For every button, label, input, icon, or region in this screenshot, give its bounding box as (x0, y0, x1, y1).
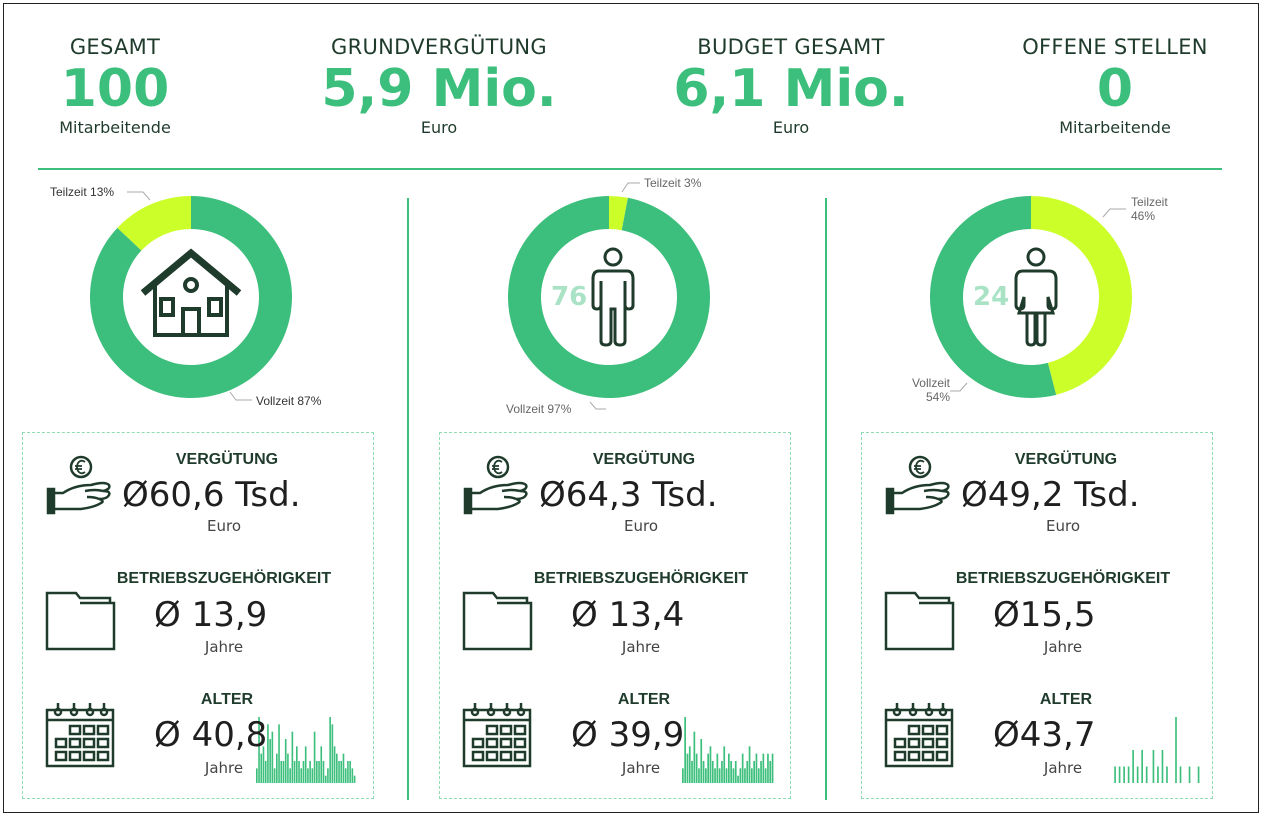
vollzeit-label: Vollzeit 87% (256, 394, 322, 408)
kpi-value: 0 (1096, 59, 1134, 119)
employee-count: 24 (973, 282, 1010, 312)
folder-icon (461, 590, 533, 656)
calendar-icon (883, 702, 955, 772)
divider (825, 198, 827, 800)
kpi-value: 5,9 Mio. (321, 59, 557, 119)
alter-unit: Jahre (1043, 759, 1083, 777)
kpi-title: GRUNDVERGÜTUNG (331, 35, 547, 59)
kpi-value: 6,1 Mio. (673, 59, 909, 119)
stats-box (439, 432, 791, 799)
kpi-gesamt: GESAMT 100 Mitarbeitende (0, 34, 265, 138)
kpi-unit: Euro (772, 118, 810, 137)
teilzeit-label-pct: 46% (1131, 209, 1156, 223)
kpi-title: OFFENE STELLEN (1022, 35, 1208, 59)
betriebszugehoerigkeit-unit: Jahre (1043, 638, 1083, 656)
betriebszugehoerigkeit-title: BETRIEBSZUGEHÖRIGKEIT (533, 570, 749, 587)
money-hand-icon (884, 455, 952, 521)
teilzeit-label: Teilzeit 3% (644, 176, 702, 190)
alter-title: ALTER (200, 691, 254, 708)
alter-value: Ø 40,8 (154, 715, 268, 755)
folder-icon (883, 590, 955, 656)
stats-box (861, 432, 1213, 799)
money-hand-icon (462, 455, 530, 521)
teilzeit-label: Teilzeit 46% (1131, 195, 1168, 223)
betriebszugehoerigkeit-title: BETRIEBSZUGEHÖRIGKEIT (116, 570, 332, 587)
verguetung-unit: Euro (207, 517, 241, 535)
kpi-offene-stellen: OFFENE STELLEN 0 Mitarbeitende (965, 34, 1264, 138)
betriebszugehoerigkeit-value: Ø 13,4 (571, 595, 685, 635)
man-icon (591, 247, 635, 351)
woman-icon (1013, 247, 1059, 351)
betriebszugehoerigkeit-unit: Jahre (621, 638, 661, 656)
kpi-unit: Mitarbeitende (59, 118, 171, 137)
alter-title: ALTER (617, 691, 671, 708)
verguetung-title: VERGÜTUNG (592, 451, 696, 468)
dashboard-frame (3, 3, 1259, 813)
calendar-icon (461, 702, 533, 772)
house-icon (139, 247, 243, 343)
kpi-value: 100 (60, 59, 170, 119)
alter-unit: Jahre (621, 759, 661, 777)
divider (407, 198, 409, 800)
kpi-unit: Mitarbeitende (1059, 118, 1171, 137)
verguetung-value: Ø49,2 Tsd. (961, 475, 1140, 515)
teilzeit-label: Teilzeit 13% (50, 185, 115, 199)
money-hand-icon (45, 455, 113, 521)
betriebszugehoerigkeit-unit: Jahre (204, 638, 244, 656)
verguetung-title: VERGÜTUNG (1014, 451, 1118, 468)
stats-box (22, 432, 374, 799)
verguetung-value: Ø60,6 Tsd. (122, 475, 301, 515)
verguetung-value: Ø64,3 Tsd. (539, 475, 718, 515)
vollzeit-label-pct: 54% (925, 390, 950, 404)
verguetung-unit: Euro (624, 517, 658, 535)
calendar-icon (44, 702, 116, 772)
verguetung-title: VERGÜTUNG (175, 451, 279, 468)
alter-title: ALTER (1039, 691, 1093, 708)
vollzeit-label: Vollzeit 54% (900, 376, 950, 404)
betriebszugehoerigkeit-value: Ø 13,9 (154, 595, 268, 635)
kpi-title: BUDGET GESAMT (697, 35, 885, 59)
kpi-budget: BUDGET GESAMT 6,1 Mio. Euro (641, 34, 941, 138)
betriebszugehoerigkeit-value: Ø15,5 (993, 595, 1096, 635)
teilzeit-label-text: Teilzeit (1131, 195, 1168, 209)
betriebszugehoerigkeit-title: BETRIEBSZUGEHÖRIGKEIT (955, 570, 1171, 587)
alter-value: Ø43,7 (993, 715, 1096, 755)
divider (38, 168, 1222, 170)
kpi-unit: Euro (420, 118, 458, 137)
vollzeit-label-text: Vollzeit (911, 376, 950, 390)
kpi-title: GESAMT (69, 35, 161, 59)
vollzeit-label: Vollzeit 97% (506, 402, 572, 416)
verguetung-unit: Euro (1046, 517, 1080, 535)
alter-value: Ø 39,9 (571, 715, 685, 755)
folder-icon (44, 590, 116, 656)
kpi-grundverguetung: GRUNDVERGÜTUNG 5,9 Mio. Euro (289, 34, 589, 138)
alter-unit: Jahre (204, 759, 244, 777)
employee-count: 76 (551, 282, 588, 312)
